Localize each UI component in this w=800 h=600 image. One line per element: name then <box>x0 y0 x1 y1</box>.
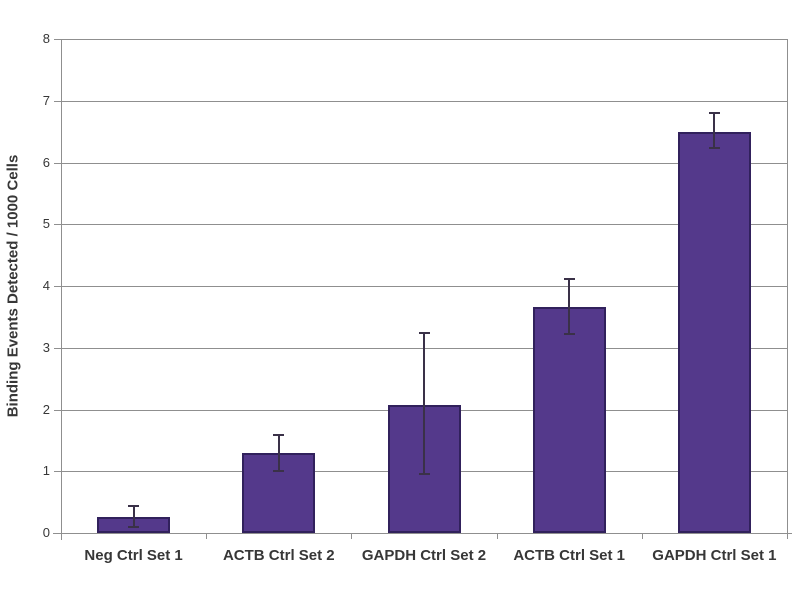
error-bar-cap-bottom <box>563 333 575 336</box>
y-axis-tick <box>54 286 61 287</box>
y-axis-tick-label: 8 <box>42 31 50 46</box>
error-bar-cap-top <box>418 331 430 334</box>
plot-right-border <box>787 39 788 533</box>
gridline <box>61 100 787 102</box>
error-bar <box>423 332 425 475</box>
error-bar-cap-bottom <box>128 525 140 528</box>
y-axis-tick-label: 7 <box>42 92 50 108</box>
bar <box>532 306 606 533</box>
y-axis-tick <box>54 100 61 102</box>
gridline <box>61 162 787 164</box>
y-axis-tick-label: 5 <box>42 216 50 232</box>
error-bar-cap-top <box>563 278 575 281</box>
x-axis-tick <box>206 533 208 539</box>
category-label: ACTB Ctrl Set 2 <box>222 547 335 564</box>
y-axis-tick-label: 0 <box>42 525 50 540</box>
error-bar <box>132 506 135 527</box>
y-axis-tick-label: 3 <box>42 339 50 355</box>
error-bar-cap-bottom <box>708 147 720 150</box>
y-axis-tick <box>54 409 61 411</box>
error-bar-cap-top <box>128 505 140 508</box>
error-bar-cap-bottom <box>273 470 285 473</box>
error-bar-cap-bottom <box>418 473 430 476</box>
error-bar <box>568 279 571 335</box>
gridline <box>61 39 787 40</box>
category-label: ACTB Ctrl Set 1 <box>513 547 626 564</box>
y-axis-tick-label: 6 <box>42 154 50 170</box>
x-axis-tick <box>351 533 353 539</box>
x-axis-tick <box>641 533 643 539</box>
category-label: GAPDH Ctrl Set 2 <box>361 547 487 564</box>
category-label: Neg Ctrl Set 1 <box>84 547 183 564</box>
x-axis-tick <box>496 533 498 539</box>
error-bar-cap-top <box>708 112 720 115</box>
bar <box>677 131 751 533</box>
error-bar <box>713 113 716 149</box>
y-axis-tick-label: 2 <box>42 401 50 417</box>
y-axis-tick-label: 1 <box>42 463 50 479</box>
gridline <box>61 224 787 226</box>
y-axis-tick <box>54 471 61 473</box>
y-axis-tick-label: 4 <box>42 278 50 293</box>
x-axis-line <box>53 533 792 534</box>
y-axis-tick <box>54 162 61 164</box>
error-bar <box>277 435 280 472</box>
y-axis-tick <box>54 224 61 226</box>
category-label: GAPDH Ctrl Set 1 <box>652 547 777 564</box>
y-axis-tick <box>54 39 61 40</box>
y-axis-tick <box>54 347 61 349</box>
x-axis-tick <box>787 533 788 539</box>
gridline <box>61 286 787 287</box>
error-bar-cap-top <box>273 434 285 437</box>
y-axis-line <box>61 39 62 540</box>
